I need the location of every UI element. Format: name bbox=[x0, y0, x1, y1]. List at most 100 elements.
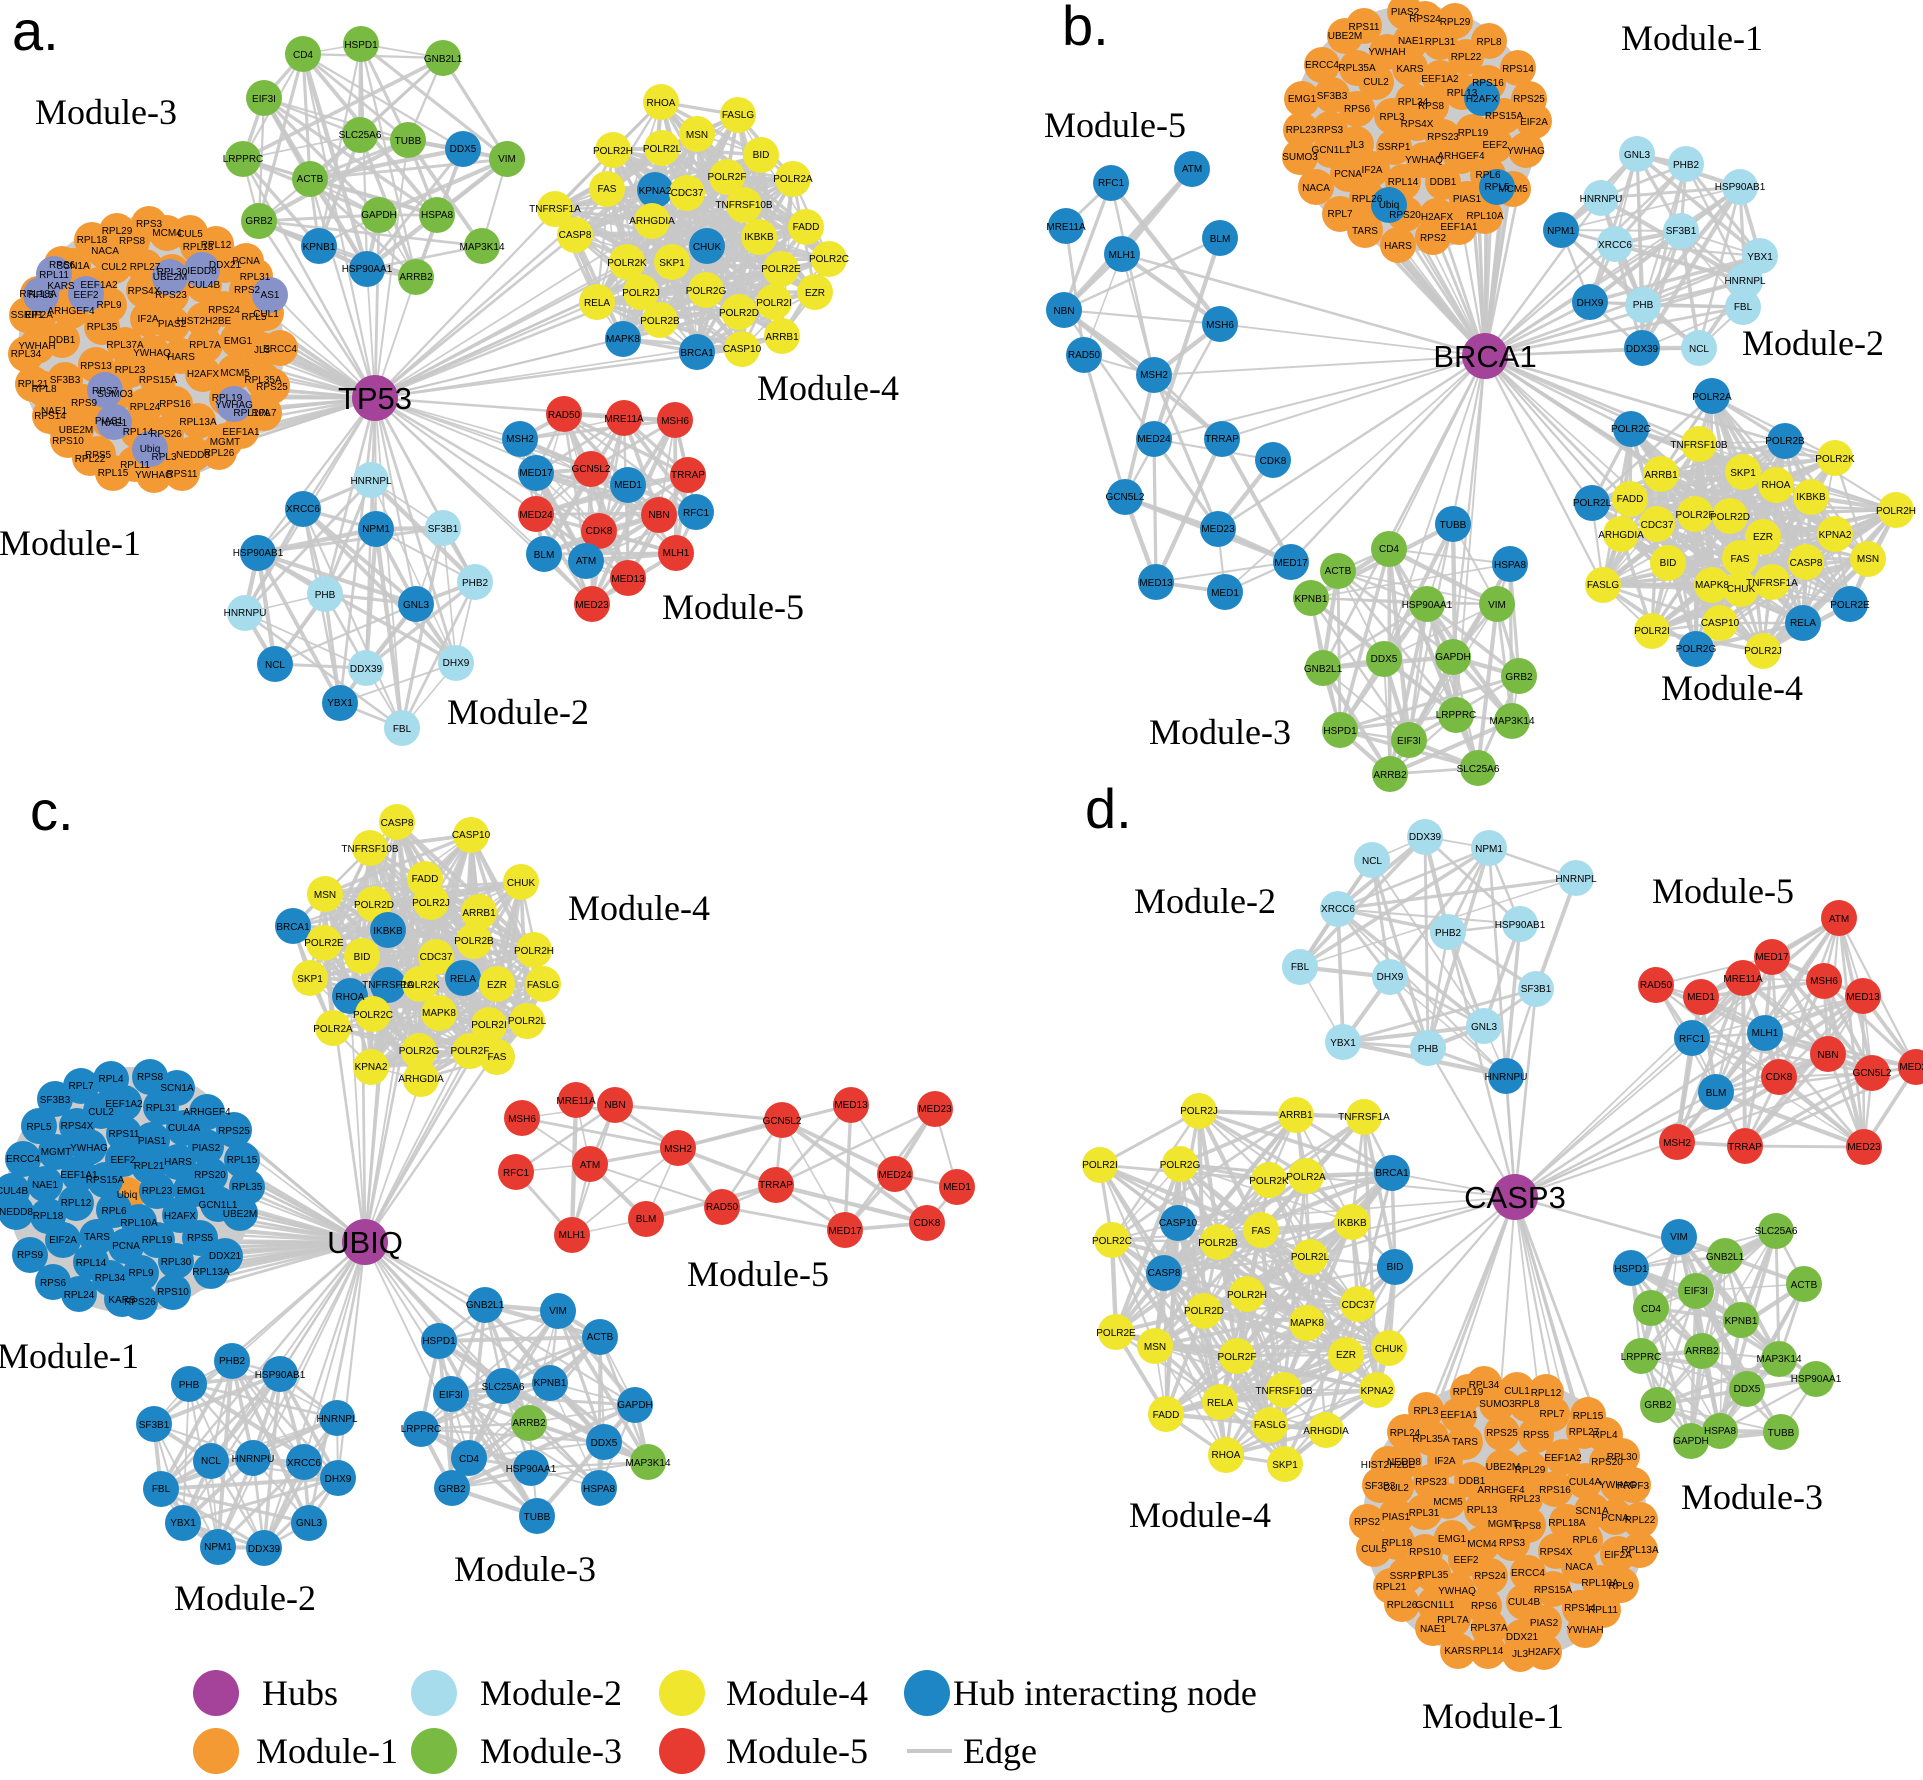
svg-text:RPL35A: RPL35A bbox=[244, 375, 282, 386]
svg-text:RPL10A: RPL10A bbox=[120, 1218, 158, 1229]
svg-text:UBE2M: UBE2M bbox=[1328, 31, 1362, 42]
svg-text:MED1: MED1 bbox=[943, 1182, 971, 1193]
svg-text:CASP8: CASP8 bbox=[559, 230, 592, 241]
svg-text:MAP3K14: MAP3K14 bbox=[1756, 1354, 1801, 1365]
svg-text:EEF1A2: EEF1A2 bbox=[1544, 1453, 1582, 1464]
svg-text:BID: BID bbox=[1387, 1262, 1404, 1273]
svg-text:NACA: NACA bbox=[1302, 183, 1330, 194]
svg-text:POLR2K: POLR2K bbox=[400, 980, 440, 991]
svg-text:RPL23: RPL23 bbox=[1286, 125, 1317, 136]
svg-text:RPL6: RPL6 bbox=[1475, 170, 1500, 181]
svg-text:BLM: BLM bbox=[636, 1214, 657, 1225]
svg-text:HSPA8: HSPA8 bbox=[421, 210, 453, 221]
svg-text:MED1: MED1 bbox=[614, 480, 642, 491]
svg-text:POLR2J: POLR2J bbox=[622, 288, 660, 299]
svg-text:HSPA8: HSPA8 bbox=[583, 1484, 615, 1495]
svg-text:Module-3: Module-3 bbox=[1149, 712, 1291, 752]
svg-text:POLR2C: POLR2C bbox=[353, 1010, 393, 1021]
svg-text:Module-3: Module-3 bbox=[35, 92, 177, 132]
svg-text:MAPK8: MAPK8 bbox=[1695, 580, 1729, 591]
svg-text:SF3B3: SF3B3 bbox=[50, 375, 81, 386]
svg-text:SKP1: SKP1 bbox=[1730, 468, 1756, 479]
svg-text:ARHGDIA: ARHGDIA bbox=[1598, 530, 1644, 541]
svg-text:RPS10: RPS10 bbox=[157, 1287, 189, 1298]
svg-text:MED13: MED13 bbox=[1139, 578, 1173, 589]
svg-text:RPS24: RPS24 bbox=[1409, 14, 1441, 25]
svg-text:EEF1A1: EEF1A1 bbox=[222, 427, 260, 438]
svg-text:HNRNPU: HNRNPU bbox=[232, 1454, 275, 1465]
svg-text:FAS: FAS bbox=[1731, 554, 1750, 565]
svg-text:PIAS1: PIAS1 bbox=[1453, 194, 1482, 205]
svg-text:DDX5: DDX5 bbox=[591, 1438, 618, 1449]
svg-text:RPS6: RPS6 bbox=[1344, 104, 1371, 115]
svg-text:FBL: FBL bbox=[1291, 962, 1310, 973]
svg-text:CDK8: CDK8 bbox=[914, 1218, 941, 1229]
svg-text:HSP90AA1: HSP90AA1 bbox=[506, 1464, 557, 1475]
svg-text:RPL8: RPL8 bbox=[1476, 37, 1501, 48]
svg-text:YWHAH: YWHAH bbox=[1368, 47, 1405, 58]
svg-text:DHX9: DHX9 bbox=[443, 658, 470, 669]
svg-text:VIM: VIM bbox=[498, 154, 516, 165]
svg-text:MSH6: MSH6 bbox=[1206, 320, 1234, 331]
svg-text:NBN: NBN bbox=[604, 1100, 625, 1111]
svg-text:CUL2: CUL2 bbox=[101, 262, 127, 273]
svg-text:FADD: FADD bbox=[412, 874, 439, 885]
svg-text:TNFRSF1A: TNFRSF1A bbox=[362, 980, 414, 991]
svg-text:TUBB: TUBB bbox=[524, 1512, 551, 1523]
svg-text:EEF1A1: EEF1A1 bbox=[1440, 222, 1478, 233]
svg-text:RPL18: RPL18 bbox=[33, 1211, 64, 1222]
svg-text:TRRAP: TRRAP bbox=[1728, 1142, 1762, 1153]
svg-text:SUMO3: SUMO3 bbox=[1282, 152, 1318, 163]
svg-text:HARS: HARS bbox=[167, 352, 195, 363]
svg-text:GRB2: GRB2 bbox=[1505, 672, 1533, 683]
svg-text:GRB2: GRB2 bbox=[1644, 1400, 1672, 1411]
svg-text:RPS16: RPS16 bbox=[1539, 1485, 1571, 1496]
svg-text:NEDD8: NEDD8 bbox=[1387, 1457, 1421, 1468]
svg-text:GNB2L1: GNB2L1 bbox=[424, 54, 463, 65]
svg-text:Module-3: Module-3 bbox=[454, 1549, 596, 1589]
svg-text:Ubiq: Ubiq bbox=[140, 444, 161, 455]
svg-text:EIF3I: EIF3I bbox=[1397, 736, 1421, 747]
svg-text:ATM: ATM bbox=[580, 1160, 600, 1171]
svg-text:HNRNPL: HNRNPL bbox=[316, 1414, 358, 1425]
svg-text:RPS20: RPS20 bbox=[1591, 1457, 1623, 1468]
svg-text:RAD50: RAD50 bbox=[706, 1202, 739, 1213]
svg-text:JL3: JL3 bbox=[254, 345, 271, 356]
svg-text:KPNB1: KPNB1 bbox=[1295, 594, 1328, 605]
svg-text:HARS: HARS bbox=[164, 1157, 192, 1168]
svg-text:POLR2B: POLR2B bbox=[454, 936, 494, 947]
svg-text:FASLG: FASLG bbox=[1587, 580, 1619, 591]
svg-text:BRCA1: BRCA1 bbox=[1433, 339, 1536, 374]
svg-text:SLC25A6: SLC25A6 bbox=[339, 130, 382, 141]
svg-text:RPL31: RPL31 bbox=[1409, 1508, 1440, 1519]
svg-text:MAP3K14: MAP3K14 bbox=[625, 1458, 670, 1469]
svg-text:MLH1: MLH1 bbox=[1752, 1028, 1779, 1039]
svg-text:SF3B3: SF3B3 bbox=[1317, 91, 1348, 102]
svg-text:GNL3: GNL3 bbox=[1471, 1022, 1498, 1033]
svg-text:Module-2: Module-2 bbox=[1134, 881, 1276, 921]
svg-text:CD4: CD4 bbox=[1379, 544, 1399, 555]
svg-text:CUL5: CUL5 bbox=[177, 229, 203, 240]
svg-text:YWHAH: YWHAH bbox=[1566, 1625, 1603, 1636]
svg-text:RPL30: RPL30 bbox=[161, 1257, 192, 1268]
svg-text:RPL26: RPL26 bbox=[1352, 194, 1383, 205]
svg-text:LRPPRC: LRPPRC bbox=[1436, 710, 1477, 721]
svg-text:RPS8: RPS8 bbox=[1515, 1521, 1542, 1532]
svg-text:KPNA2: KPNA2 bbox=[639, 186, 672, 197]
svg-text:GNB2L1: GNB2L1 bbox=[1706, 1252, 1745, 1263]
svg-text:NCL: NCL bbox=[1362, 856, 1382, 867]
svg-text:PHB: PHB bbox=[315, 590, 336, 601]
svg-text:MGMT: MGMT bbox=[1488, 1519, 1519, 1530]
svg-text:RPL18: RPL18 bbox=[1382, 1538, 1413, 1549]
svg-text:YWHAQ: YWHAQ bbox=[133, 348, 171, 359]
svg-text:RHOA: RHOA bbox=[1762, 480, 1791, 491]
svg-text:RPS4X: RPS4X bbox=[1540, 1547, 1573, 1558]
svg-text:MSN: MSN bbox=[1857, 554, 1879, 565]
svg-text:RPS5: RPS5 bbox=[1523, 1430, 1550, 1441]
svg-text:RPL4: RPL4 bbox=[98, 1074, 123, 1085]
svg-text:RPL27: RPL27 bbox=[130, 262, 161, 273]
svg-text:a.: a. bbox=[12, 0, 59, 62]
svg-text:CUL4B: CUL4B bbox=[1508, 1597, 1541, 1608]
svg-text:CD4: CD4 bbox=[459, 1454, 479, 1465]
svg-text:Module-1: Module-1 bbox=[1621, 18, 1763, 58]
